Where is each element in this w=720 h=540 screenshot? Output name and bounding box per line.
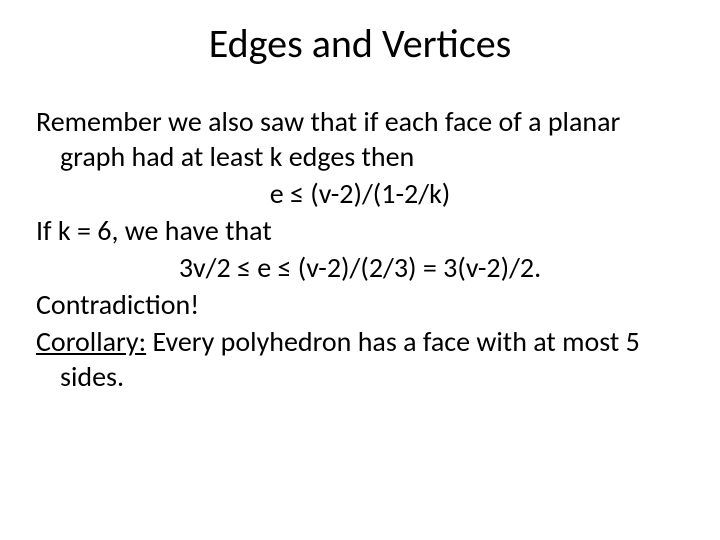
corollary-text: Every polyhedron has a face with at most…	[60, 324, 640, 394]
slide-body: Remember we also saw that if each face o…	[36, 104, 684, 394]
body-equation-2: 3v/2 ≤ e ≤ (v-2)/(2/3) = 3(v-2)/2.	[36, 250, 684, 285]
corollary-label: Corollary:	[36, 324, 146, 359]
body-para-3: Contradiction!	[36, 287, 684, 322]
body-corollary: Corollary: Every polyhedron has a face w…	[36, 324, 684, 394]
body-equation-1: e ≤ (v-2)/(1-2/k)	[36, 176, 684, 211]
body-para-1: Remember we also saw that if each face o…	[36, 104, 684, 174]
slide: Edges and Vertices Remember we also saw …	[0, 0, 720, 540]
slide-title: Edges and Vertices	[36, 20, 684, 68]
body-para-2: If k = 6, we have that	[36, 213, 684, 248]
